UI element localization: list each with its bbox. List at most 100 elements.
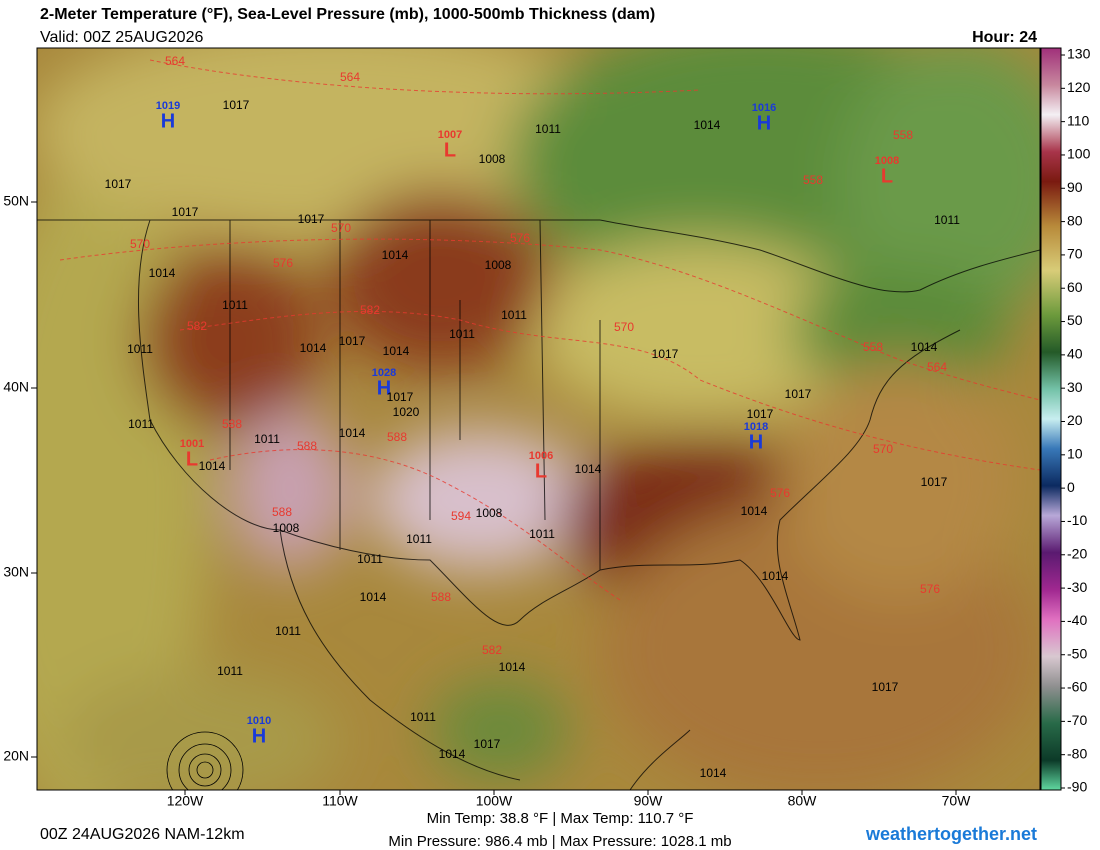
isobar-label: 1008 [476, 506, 503, 520]
isobar-label: 1017 [298, 212, 325, 226]
isobar-label: 1014 [762, 569, 789, 583]
isobar-label: 1011 [222, 298, 248, 312]
site-link[interactable]: weathertogether.net [865, 824, 1037, 844]
isobar-label: 1017 [223, 98, 250, 112]
colorbar-label: 0 [1067, 479, 1075, 495]
isobar-label: 1011 [217, 664, 243, 678]
isobar-label: 1017 [785, 387, 812, 401]
pressure-stats: Min Pressure: 986.4 mb | Max Pressure: 1… [388, 833, 731, 850]
thickness-label: 564 [927, 360, 947, 374]
pressure-center-value: 1006 [529, 450, 553, 462]
colorbar-label: 110 [1067, 112, 1090, 128]
thickness-label: 558 [893, 128, 913, 142]
isobar-label: 1011 [128, 417, 154, 431]
isobar-label: 1014 [694, 118, 721, 132]
colorbar [1040, 47, 1062, 791]
pressure-center-value: 1018 [744, 421, 768, 433]
pressure-center-letter: H [252, 725, 266, 747]
thickness-label: 576 [920, 582, 940, 596]
colorbar-label: 10 [1067, 446, 1083, 462]
colorbar-label: 80 [1067, 212, 1083, 228]
isobar-label: 1014 [382, 248, 409, 262]
pressure-center-value: 1001 [180, 438, 204, 450]
isobar-label: 1014 [360, 590, 387, 604]
pressure-center-letter: L [881, 165, 893, 187]
colorbar-label: 50 [1067, 312, 1083, 328]
isobar-label: 1011 [410, 710, 436, 724]
thickness-label: 582 [482, 643, 502, 657]
thickness-label: 588 [431, 590, 451, 604]
pressure-center-value: 1010 [247, 715, 271, 727]
thickness-label: 582 [360, 303, 380, 317]
longitude-label: 100W [476, 793, 513, 809]
pressure-center-value: 1007 [438, 129, 462, 141]
pressure-center-letter: L [186, 448, 198, 470]
valid-time: Valid: 00Z 25AUG2026 [40, 29, 203, 46]
isobar-label: 1017 [474, 737, 501, 751]
colorbar-label: -60 [1067, 679, 1087, 695]
thickness-label: 570 [130, 237, 150, 251]
isobar-label: 1011 [535, 122, 561, 136]
thickness-label: 588 [222, 417, 242, 431]
isobar-label: 1017 [872, 680, 899, 694]
colorbar-label: -30 [1067, 579, 1087, 595]
isobar-label: 1017 [172, 205, 199, 219]
latitude-label: 40N [3, 379, 29, 395]
thickness-label: 558 [803, 173, 823, 187]
longitude-label: 70W [942, 793, 972, 809]
isobar-label: 1017 [652, 347, 679, 361]
pressure-center-letter: H [749, 431, 763, 453]
isobar-label: 1014 [575, 462, 602, 476]
colorbar-label: 60 [1067, 279, 1083, 295]
colorbar-label: -40 [1067, 612, 1087, 628]
pressure-center-letter: L [535, 460, 547, 482]
colorbar-label: 40 [1067, 346, 1083, 362]
isobar-label: 1011 [529, 527, 555, 541]
colorbar-label: 120 [1067, 79, 1091, 95]
thickness-label: 570 [873, 442, 893, 456]
isobar-label: 1014 [339, 426, 366, 440]
isobar-label: 1011 [406, 532, 432, 546]
colorbar-label: -70 [1067, 712, 1087, 728]
thickness-label: 582 [187, 319, 207, 333]
colorbar-label: -50 [1067, 645, 1087, 661]
isobar-label: 1011 [501, 308, 527, 322]
isobar-label: 1014 [741, 504, 768, 518]
colorbar-label: 70 [1067, 246, 1083, 262]
temperature-stats: Min Temp: 38.8 °F | Max Temp: 110.7 °F [427, 810, 694, 827]
longitude-label: 90W [634, 793, 664, 809]
thickness-label: 576 [770, 486, 790, 500]
isobar-label: 1011 [127, 342, 153, 356]
isobar-label: 1011 [934, 213, 960, 227]
latitude-label: 50N [3, 193, 29, 209]
thickness-label: 576 [510, 231, 530, 245]
forecast-hour: Hour: 24 [972, 29, 1037, 46]
pressure-center-value: 1008 [875, 155, 899, 167]
map-frame [36, 47, 1041, 791]
colorbar-label: 20 [1067, 412, 1083, 428]
isobar-label: 1011 [357, 552, 383, 566]
thickness-label: 558 [863, 340, 883, 354]
pressure-center-value: 1016 [752, 102, 776, 114]
pressure-center-letter: L [444, 139, 456, 161]
isobar-label: 1014 [911, 340, 938, 354]
colorbar-label: 90 [1067, 179, 1083, 195]
colorbar-label: -90 [1067, 779, 1087, 795]
isobar-label: 1014 [149, 266, 176, 280]
isobar-label: 1014 [199, 459, 226, 473]
temperature-field [37, 48, 1040, 790]
isobar-label: 1008 [479, 152, 506, 166]
colorbar-label: 100 [1067, 146, 1091, 162]
isobar-label: 1014 [499, 660, 526, 674]
pressure-center-value: 1019 [156, 100, 180, 112]
isobar-label: 1011 [449, 327, 475, 341]
colorbar-label: -80 [1067, 745, 1087, 761]
isobar-label: 1008 [485, 258, 512, 272]
thickness-label: 588 [387, 430, 407, 444]
longitude-label: 80W [788, 793, 818, 809]
pressure-center-letter: H [757, 112, 771, 134]
colorbar-label: 130 [1067, 46, 1091, 62]
isobar-label: 1017 [339, 334, 366, 348]
